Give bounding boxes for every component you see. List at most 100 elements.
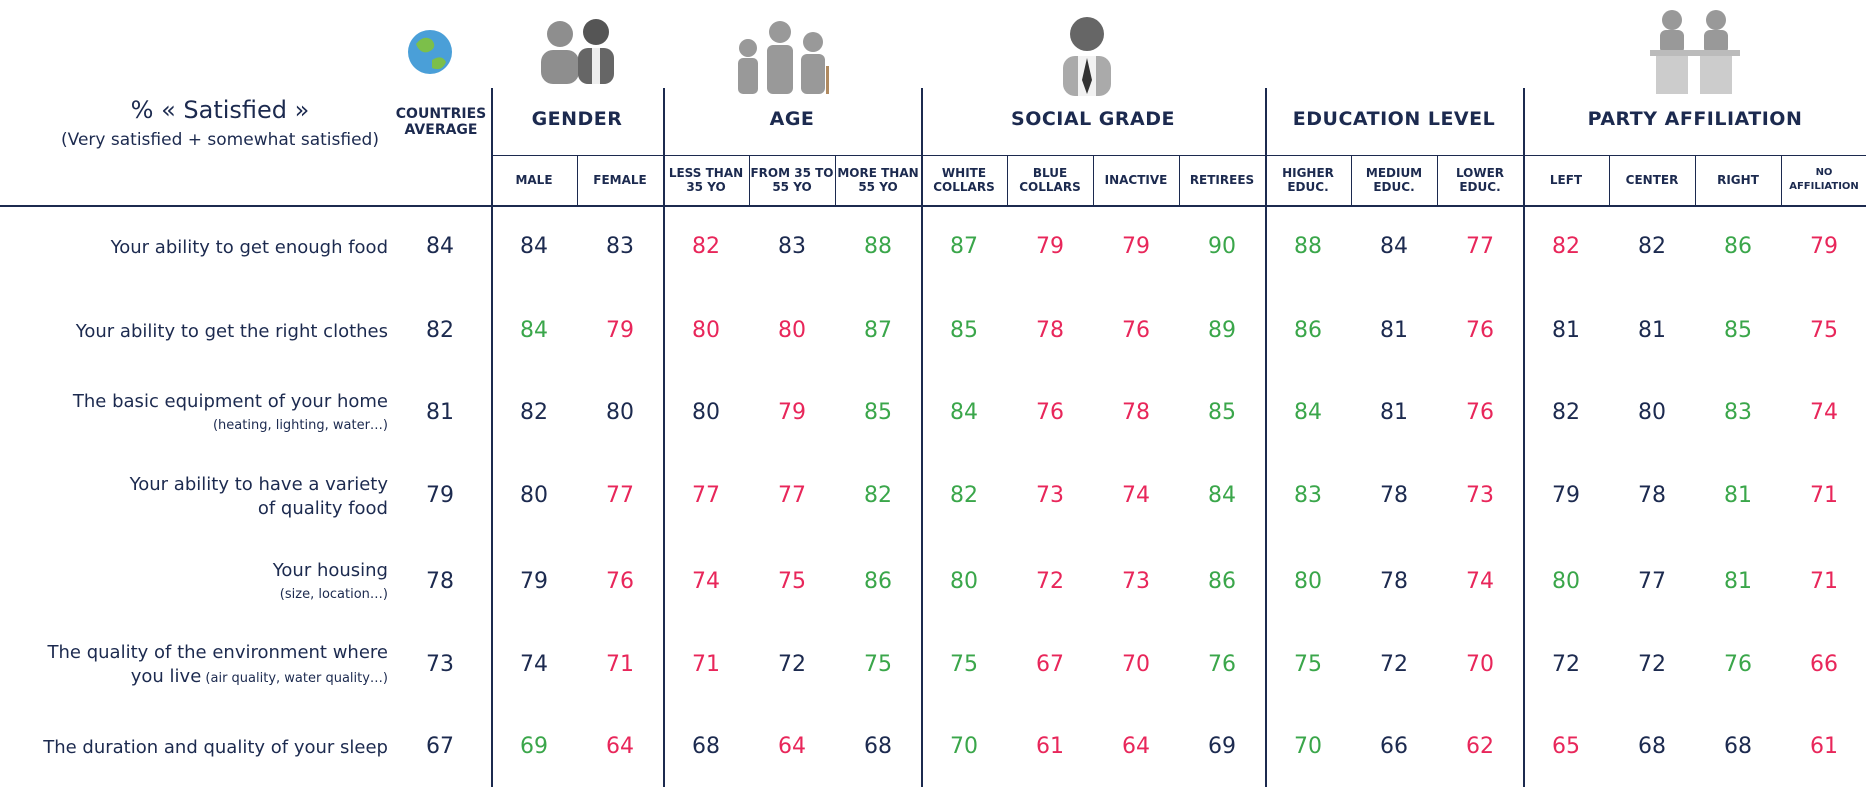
- label-text: The duration and quality of your sleep: [43, 737, 388, 758]
- cell-value: 78: [1380, 569, 1408, 594]
- cell-value: 78: [1122, 400, 1150, 425]
- cell-value: 65: [1552, 734, 1580, 759]
- column-divider: [835, 155, 836, 205]
- cell-value: 68: [1638, 734, 1666, 759]
- column-header: LOWER EDUC.: [1455, 166, 1505, 194]
- cell-value: 85: [1208, 400, 1236, 425]
- cell-value: 85: [950, 318, 978, 343]
- column-header: HIGHER EDUC.: [1282, 166, 1334, 194]
- label-note: (size, location…): [279, 587, 388, 602]
- cell-value: 88: [1294, 234, 1322, 259]
- cell-value: 84: [520, 318, 548, 343]
- cell-value: 69: [520, 734, 548, 759]
- row-label: Your ability to have a variety of quality…: [0, 457, 388, 537]
- average-value: 84: [426, 234, 454, 259]
- cell-value: 79: [1036, 234, 1064, 259]
- cell-value: 84: [1294, 400, 1322, 425]
- group-title: AGE: [769, 108, 815, 130]
- subtitle: (Very satisfied + somewhat satisfied): [61, 130, 379, 150]
- cell-value: 74: [1122, 483, 1150, 508]
- cell-value: 83: [1724, 400, 1752, 425]
- column-header: BLUE COLLARS: [1019, 166, 1081, 194]
- cell-value: 76: [1122, 318, 1150, 343]
- cell-value: 80: [778, 318, 806, 343]
- column-divider: [1179, 155, 1180, 205]
- cell-value: 75: [950, 652, 978, 677]
- row-label: Your ability to get the right clothes: [0, 292, 388, 372]
- cell-value: 77: [692, 483, 720, 508]
- group-divider: [1523, 88, 1525, 787]
- party-icon: [1650, 10, 1740, 94]
- cell-value: 68: [1724, 734, 1752, 759]
- row-label-line: The basic equipment of your home: [73, 390, 388, 414]
- group-divider: [1265, 88, 1267, 787]
- column-divider: [577, 155, 578, 205]
- cell-value: 68: [692, 734, 720, 759]
- label-text: of quality food: [257, 498, 388, 519]
- column-header: LEFT: [1549, 173, 1583, 187]
- cell-value: 81: [1724, 483, 1752, 508]
- label-text: Your ability to have a variety: [129, 474, 388, 495]
- cell-value: 86: [864, 569, 892, 594]
- cell-value: 61: [1036, 734, 1064, 759]
- label-text: Your housing: [272, 560, 388, 581]
- cell-value: 74: [1466, 569, 1494, 594]
- cell-value: 75: [1810, 318, 1838, 343]
- cell-value: 79: [778, 400, 806, 425]
- column-divider: [1437, 155, 1438, 205]
- cell-value: 76: [1036, 400, 1064, 425]
- cell-value: 84: [1208, 483, 1236, 508]
- group-divider: [921, 88, 923, 787]
- cell-value: 76: [1466, 318, 1494, 343]
- cell-value: 89: [1208, 318, 1236, 343]
- cell-value: 70: [1294, 734, 1322, 759]
- cell-value: 74: [1810, 400, 1838, 425]
- column-header: WHITE COLLARS: [933, 166, 995, 194]
- cell-value: 62: [1466, 734, 1494, 759]
- cell-value: 70: [1122, 652, 1150, 677]
- column-header: INACTIVE: [1104, 173, 1168, 187]
- row-label-line: The quality of the environment where: [48, 641, 388, 665]
- cell-value: 80: [1552, 569, 1580, 594]
- cell-value: 68: [864, 734, 892, 759]
- column-header: MALE: [515, 173, 553, 187]
- column-header: FROM 35 TO 55 YO: [750, 166, 834, 194]
- cell-value: 82: [950, 483, 978, 508]
- cell-value: 74: [692, 569, 720, 594]
- average-value: 78: [426, 569, 454, 594]
- cell-value: 69: [1208, 734, 1236, 759]
- row-label-line: Your ability to get enough food: [111, 236, 388, 260]
- cell-value: 81: [1724, 569, 1752, 594]
- row-label-line: you live (air quality, water quality…): [131, 665, 388, 691]
- cell-value: 72: [1380, 652, 1408, 677]
- cell-value: 82: [1552, 400, 1580, 425]
- cell-value: 84: [1380, 234, 1408, 259]
- row-label-line: The duration and quality of your sleep: [43, 736, 388, 760]
- cell-value: 74: [520, 652, 548, 677]
- cell-value: 75: [778, 569, 806, 594]
- cell-value: 86: [1208, 569, 1236, 594]
- cell-value: 80: [692, 400, 720, 425]
- column-header: RETIREES: [1189, 173, 1255, 187]
- cell-value: 87: [864, 318, 892, 343]
- row-label: The basic equipment of your home (heating…: [0, 374, 388, 454]
- average-value: 82: [426, 318, 454, 343]
- cell-value: 77: [1466, 234, 1494, 259]
- group-title: EDUCATION LEVEL: [1292, 108, 1496, 130]
- cell-value: 64: [778, 734, 806, 759]
- column-divider: [1609, 155, 1610, 205]
- label-note: (air quality, water quality…): [201, 671, 388, 686]
- label-text: The basic equipment of your home: [72, 391, 388, 412]
- cell-value: 61: [1810, 734, 1838, 759]
- cell-value: 78: [1036, 318, 1064, 343]
- group-divider: [663, 88, 665, 787]
- average-value: 67: [426, 734, 454, 759]
- group-title: PARTY AFFILIATION: [1587, 108, 1803, 130]
- cell-value: 73: [1036, 483, 1064, 508]
- cell-value: 81: [1380, 318, 1408, 343]
- row-label: Your ability to get enough food: [0, 208, 388, 288]
- row-label: The duration and quality of your sleep: [0, 708, 388, 788]
- label-text: The quality of the environment where: [47, 642, 388, 663]
- icons: [408, 10, 1740, 96]
- column-header: NO AFFILIATION: [1789, 167, 1859, 192]
